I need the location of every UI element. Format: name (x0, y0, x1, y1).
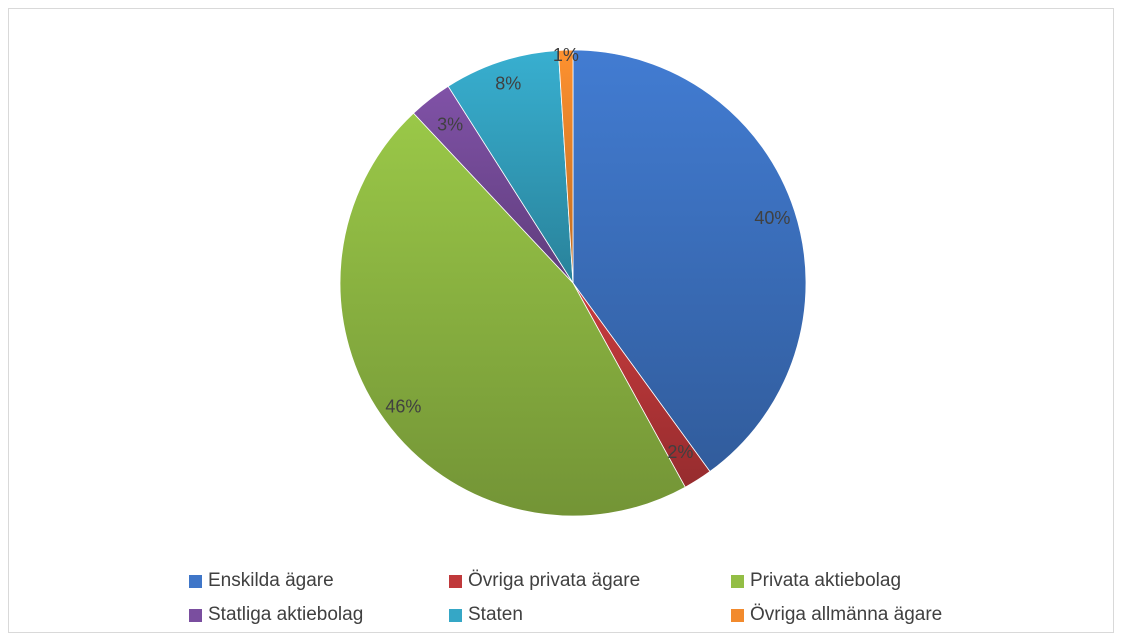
pie-data-labels: 40% 2% 46% 3% 8% 1% (385, 45, 790, 462)
pie-slice-enskilda-agare (572, 49, 807, 473)
legend-swatch (449, 608, 462, 622)
legend-item-statliga-aktiebolag: Statliga aktiebolag (189, 603, 449, 627)
pie-slices (339, 49, 807, 517)
data-label-privata-aktiebolag: 46% (385, 396, 421, 416)
legend-swatch (731, 574, 744, 588)
legend-label: Enskilda ägare (208, 570, 334, 591)
legend-swatch (731, 608, 744, 622)
legend-item-ovriga-privata-agare: Övriga privata ägare (449, 569, 731, 593)
legend-item-ovriga-allmanna-agare: Övriga allmänna ägare (731, 603, 991, 627)
pie-chart: 40% 2% 46% 3% 8% 1% (339, 45, 807, 517)
legend-swatch (189, 574, 202, 588)
chart-legend: Enskilda ägare Övriga privata ägare Privat… (189, 569, 1009, 627)
data-label-statliga-aktiebolag: 3% (437, 115, 463, 135)
legend-label: Övriga allmänna ägare (750, 604, 943, 625)
legend-item-enskilda-agare: Enskilda ägare (189, 569, 449, 593)
legend-swatch (189, 608, 202, 622)
legend-label: Statliga aktiebolag (208, 604, 364, 625)
pie-slice-privata-aktiebolag (339, 112, 686, 517)
pie-slice-ovriga-allmanna-agare (557, 49, 574, 284)
legend-item-staten: Staten (449, 603, 731, 627)
legend-label: Privata aktiebolag (750, 570, 902, 591)
data-label-enskilda-agare: 40% (754, 208, 790, 228)
data-label-staten: 8% (495, 74, 521, 94)
chart-frame: 40% 2% 46% 3% 8% 1% Enskilda ägare Övriga priv… (8, 8, 1114, 633)
legend-label: Övriga privata ägare (468, 570, 641, 591)
data-label-ovriga-privata-agare: 2% (667, 442, 693, 462)
data-label-ovriga-allmanna-agare: 1% (553, 45, 579, 65)
legend-label: Staten (468, 604, 523, 625)
pie-slice-staten (447, 50, 574, 284)
legend-item-privata-aktiebolag: Privata aktiebolag (731, 569, 991, 593)
legend-swatch (449, 574, 462, 588)
